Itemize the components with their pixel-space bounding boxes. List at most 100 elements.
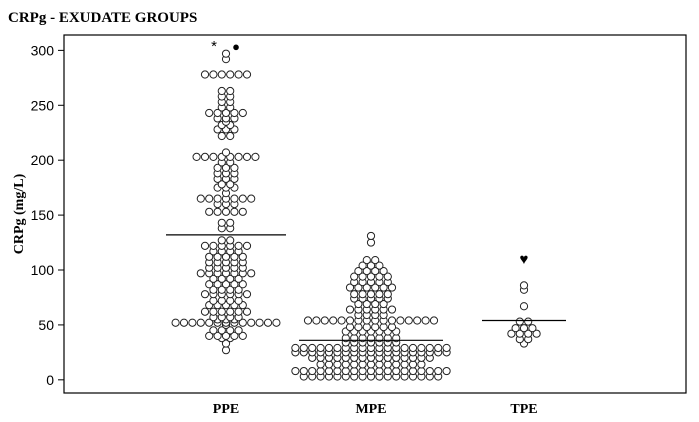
data-point bbox=[230, 207, 239, 216]
data-point bbox=[251, 152, 260, 161]
data-point bbox=[337, 316, 346, 325]
data-point bbox=[291, 366, 300, 376]
y-tick-label: 300 bbox=[31, 42, 55, 58]
data-point bbox=[209, 326, 218, 335]
data-point bbox=[362, 256, 371, 265]
y-tick-label: 200 bbox=[31, 152, 55, 168]
data-point bbox=[209, 307, 218, 316]
data-point bbox=[354, 283, 363, 292]
data-point bbox=[238, 252, 247, 261]
data-point bbox=[434, 366, 443, 376]
data-point bbox=[387, 305, 397, 314]
data-point bbox=[217, 218, 226, 227]
data-point bbox=[217, 131, 226, 141]
data-point bbox=[226, 131, 235, 141]
data-point bbox=[209, 241, 218, 250]
data-point bbox=[345, 305, 355, 314]
data-point bbox=[209, 285, 218, 294]
data-point bbox=[366, 231, 376, 241]
data-point bbox=[303, 316, 313, 325]
data-point bbox=[379, 283, 388, 292]
data-point bbox=[366, 290, 376, 299]
data-point bbox=[205, 194, 214, 203]
x-category-label: TPE bbox=[510, 402, 537, 417]
data-point bbox=[375, 272, 384, 281]
data-point bbox=[205, 108, 214, 118]
data-point bbox=[362, 299, 371, 309]
data-point bbox=[524, 329, 533, 338]
data-point bbox=[234, 307, 243, 316]
data-point bbox=[371, 267, 380, 276]
data-point bbox=[238, 280, 247, 289]
data-point bbox=[358, 261, 367, 270]
data-point bbox=[221, 148, 231, 157]
data-point bbox=[200, 70, 210, 79]
data-point bbox=[230, 194, 239, 203]
data-point bbox=[221, 163, 231, 172]
y-tick-label: 250 bbox=[31, 97, 55, 113]
data-point bbox=[511, 324, 520, 333]
data-point bbox=[213, 331, 222, 340]
data-point bbox=[421, 316, 430, 325]
data-point bbox=[350, 272, 359, 281]
data-point bbox=[272, 318, 281, 327]
data-point bbox=[329, 316, 338, 325]
y-tick-label: 50 bbox=[38, 317, 54, 333]
data-point bbox=[217, 70, 226, 79]
data-point bbox=[242, 290, 252, 299]
data-point bbox=[234, 274, 243, 283]
data-point bbox=[217, 307, 226, 316]
data-point bbox=[209, 152, 218, 161]
data-point bbox=[226, 236, 235, 245]
data-point bbox=[371, 256, 380, 265]
data-point bbox=[200, 307, 210, 316]
data-point bbox=[354, 267, 363, 276]
data-point bbox=[324, 343, 334, 353]
y-axis-label: CRPg (mg/L) bbox=[12, 173, 27, 254]
data-point bbox=[230, 280, 239, 289]
data-point bbox=[291, 343, 300, 353]
data-point bbox=[400, 343, 409, 353]
data-point bbox=[221, 49, 231, 58]
x-category-label: MPE bbox=[355, 402, 386, 417]
data-point bbox=[238, 331, 247, 340]
data-point bbox=[515, 329, 524, 338]
outlier-symbol: * bbox=[211, 38, 217, 55]
data-point bbox=[230, 331, 239, 340]
data-point bbox=[507, 329, 516, 338]
data-point bbox=[362, 267, 371, 276]
data-point bbox=[213, 280, 222, 289]
data-point bbox=[230, 163, 239, 172]
data-point bbox=[196, 194, 205, 203]
data-point bbox=[299, 366, 308, 376]
data-point bbox=[205, 331, 214, 340]
y-axis: 0 50 100 150 200 250 300 bbox=[31, 42, 64, 388]
data-point bbox=[345, 316, 355, 325]
x-axis: PPE MPE TPE bbox=[213, 402, 538, 417]
data-point bbox=[205, 318, 214, 327]
data-point bbox=[358, 290, 367, 299]
data-point bbox=[519, 302, 529, 311]
data-point bbox=[396, 316, 405, 325]
data-point bbox=[442, 343, 451, 353]
outlier-symbol: ● bbox=[232, 39, 240, 54]
data-point bbox=[209, 274, 218, 283]
data-point bbox=[200, 290, 210, 299]
data-point bbox=[213, 194, 222, 203]
data-point bbox=[263, 318, 273, 327]
data-point bbox=[434, 343, 443, 353]
data-point bbox=[404, 316, 413, 325]
median-lines bbox=[166, 234, 566, 341]
data-point bbox=[429, 316, 439, 325]
data-point bbox=[213, 108, 222, 118]
data-point bbox=[226, 70, 235, 79]
data-point bbox=[238, 194, 247, 203]
data-point bbox=[205, 280, 214, 289]
data-point bbox=[221, 331, 231, 340]
data-point bbox=[375, 261, 384, 270]
data-point bbox=[408, 343, 418, 353]
data-point bbox=[205, 207, 214, 216]
data-point bbox=[519, 324, 529, 333]
data-point bbox=[209, 70, 218, 79]
